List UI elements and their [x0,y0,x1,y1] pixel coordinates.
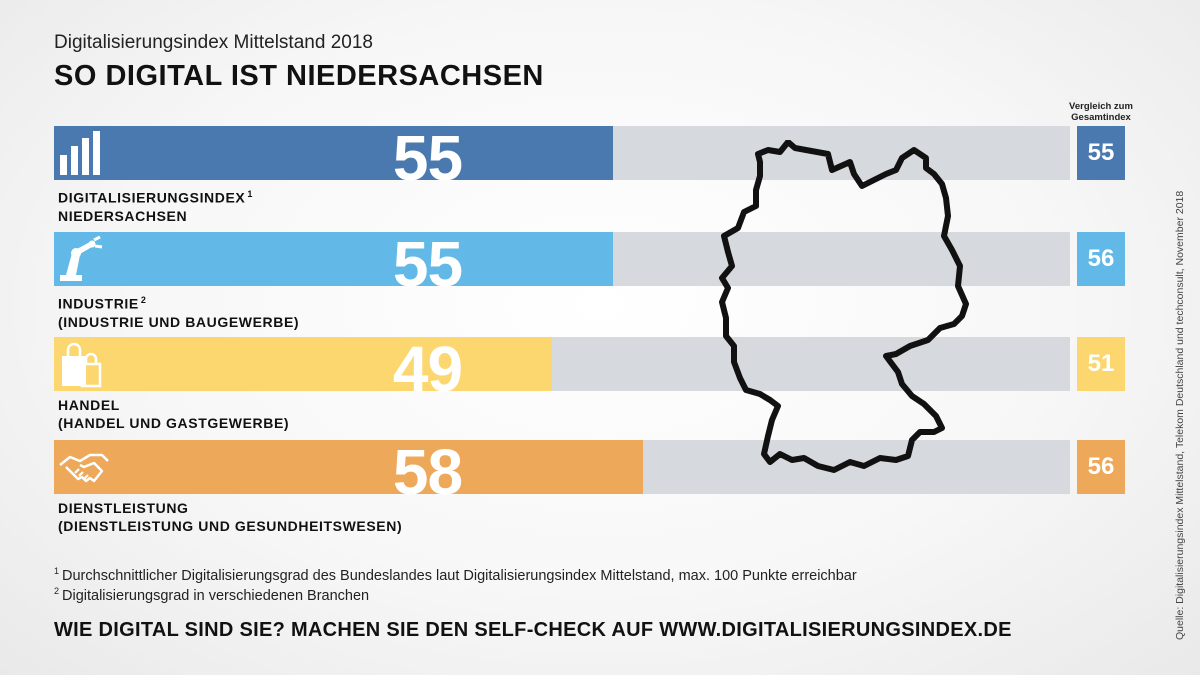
bar-fill-handel [54,337,552,391]
bar-fill-dienstleistung [54,440,644,494]
robot-arm-icon [60,235,103,281]
comparison-value: 51 [1077,337,1125,391]
bar-row-dienstleistung: 58 DIENSTLEISTUNG (DIENSTLEISTUNG UND GE… [0,436,1200,540]
bar-label: INDUSTRIE 2 (INDUSTRIE UND BAUGEWERBE) [58,295,300,330]
comparison-value: 56 [1077,440,1125,494]
call-to-action: WIE DIGITAL SIND SIE? MACHEN SIE DEN SEL… [54,619,1012,641]
comparison-value: 55 [1077,126,1125,180]
bar-value: 55 [392,122,463,194]
bar-value: 49 [392,333,463,405]
bar-label: DIGITALISIERUNGSINDEX 1 NIEDERSACHSEN [58,189,253,224]
shopping-bags-icon [62,342,102,388]
bar-value: 58 [392,436,463,508]
bar-chart-icon [60,131,100,175]
bar-value: 55 [392,228,463,300]
bar-row-index: 55 DIGITALISIERUNGSINDEX 1 NIEDERSACHSEN … [0,122,1200,226]
source-note: Quelle: Digitalisierungsindex Mittelstan… [1174,190,1186,640]
bar-row-handel: 49 HANDEL (HANDEL UND GASTGEWERBE) 51 [0,333,1200,437]
comparison-value: 56 [1077,232,1125,286]
germany-outline-icon [719,140,969,473]
footnote-2: 2 Digitalisierungsgrad in verschiedenen B… [54,586,370,604]
chart-subtitle: Digitalisierungsindex Mittelstand 2018 [54,32,373,53]
bar-fill-index [54,126,613,180]
handshake-icon [59,453,109,483]
bar-fill-industrie [54,232,613,286]
bar-label: HANDEL (HANDEL UND GASTGEWERBE) [58,397,290,431]
bar-label: DIENSTLEISTUNG (DIENSTLEISTUNG UND GESUN… [58,500,403,534]
footnote-1: 1 Durchschnittlicher Digitalisierungsgrad… [54,566,857,584]
chart-title: SO DIGITAL IST NIEDERSACHSEN [54,60,544,92]
comparison-header: Vergleich zum Gesamtindex [1069,101,1133,123]
bar-row-industrie: 55 INDUSTRIE 2 (INDUSTRIE UND BAUGEWERBE)… [0,228,1200,332]
